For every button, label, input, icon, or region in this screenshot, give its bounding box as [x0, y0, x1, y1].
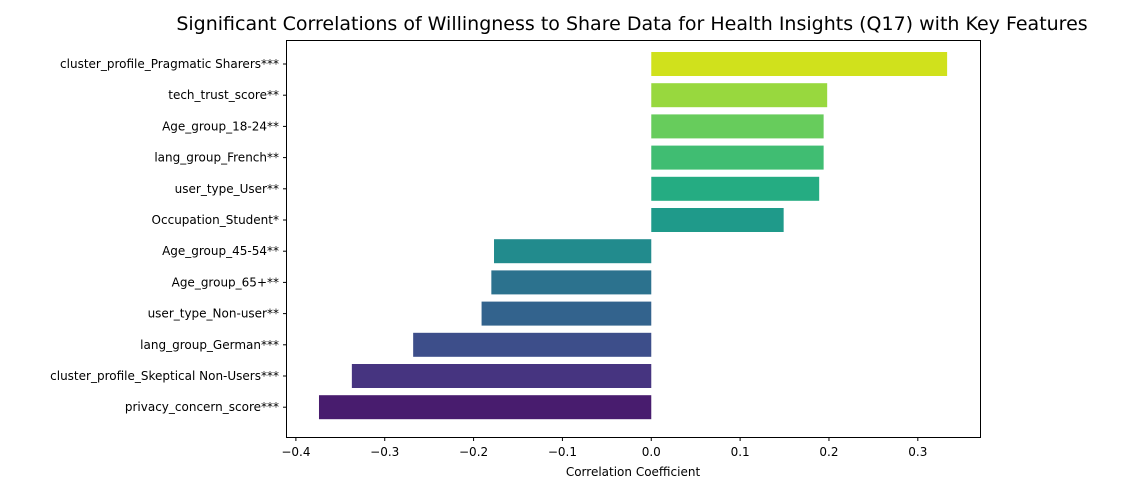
y-tick-label-1: tech_trust_score** [168, 88, 279, 102]
chart-title: Significant Correlations of Willingness … [176, 13, 1087, 35]
bar-1 [651, 83, 828, 108]
bar-10 [351, 364, 652, 388]
x-axis-label: Correlation Coefficient [566, 465, 701, 479]
x-tick-label-7: 0.3 [908, 445, 927, 459]
y-tick-label-9: lang_group_German*** [140, 338, 279, 352]
y-tick-label-0: cluster_profile_Pragmatic Sharers*** [60, 57, 279, 71]
x-tick-label-4: 0.0 [642, 445, 661, 459]
y-tick-label-8: user_type_Non-user** [148, 307, 279, 321]
x-axis-ticks: −0.4 −0.3 −0.2 −0.1 0.0 0.1 0.2 0.3 [281, 437, 927, 459]
y-tick-label-4: user_type_User** [175, 182, 279, 196]
bar-4 [651, 176, 820, 201]
bar-8 [481, 301, 652, 326]
plot-frame [286, 40, 981, 438]
x-tick-label-3: −0.1 [548, 445, 577, 459]
bar-2 [651, 114, 824, 139]
y-tick-label-11: privacy_concern_score*** [125, 400, 279, 414]
bar-6 [494, 239, 652, 264]
bars-group [318, 52, 948, 420]
y-tick-label-6: Age_group_45-54** [162, 244, 279, 258]
x-tick-label-0: −0.4 [281, 445, 310, 459]
y-tick-label-7: Age_group_65+** [172, 275, 279, 289]
x-tick-label-5: 0.1 [731, 445, 750, 459]
bar-3 [651, 145, 824, 170]
y-tick-label-5: Occupation_Student* [152, 213, 279, 227]
y-tick-label-3: lang_group_French** [154, 151, 279, 165]
y-tick-label-10: cluster_profile_Skeptical Non-Users*** [50, 369, 279, 383]
bar-11 [318, 395, 652, 420]
y-tick-label-2: Age_group_18-24** [162, 119, 279, 133]
y-axis-ticks: cluster_profile_Pragmatic Sharers*** tech… [50, 57, 287, 414]
x-tick-label-1: −0.3 [370, 445, 399, 459]
bar-0 [651, 52, 948, 76]
x-tick-label-6: 0.2 [819, 445, 838, 459]
bar-7 [491, 270, 652, 295]
bar-9 [413, 332, 652, 357]
bar-5 [651, 208, 784, 232]
x-tick-label-2: −0.2 [459, 445, 488, 459]
